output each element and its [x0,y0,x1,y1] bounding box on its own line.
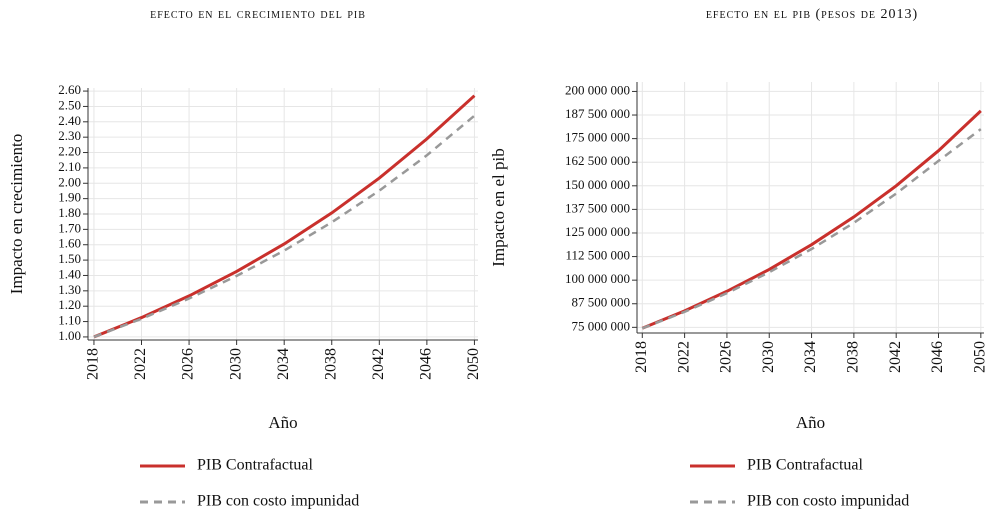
x-tick-label: 2038 [845,341,862,373]
y-tick-label: 1.60 [58,236,81,251]
y-tick-label: 2.50 [58,97,81,112]
x-tick-label: 2018 [85,348,102,380]
y-tick-label: 187 500 000 [565,106,630,121]
legend-label: PIB con costo impunidad [747,493,909,510]
y-tick-label: 175 000 000 [565,130,630,145]
y-tick-label: 2.00 [58,174,81,189]
x-tick-label: 2026 [718,341,735,373]
x-axis-label: Año [268,413,297,432]
y-tick-label: 1.00 [58,328,81,343]
chart-title: efecto en el pib (pesos de 2013) [706,7,918,22]
y-tick-label: 100 000 000 [565,271,630,286]
line-series [641,128,982,330]
y-tick-label: 150 000 000 [565,177,630,192]
y-tick-label: 125 000 000 [565,224,630,239]
y-tick-label: 1.20 [58,297,81,312]
x-tick-label: 2018 [633,341,650,373]
y-tick-label: 1.40 [58,266,81,281]
y-tick-label: 137 500 000 [565,200,630,215]
x-tick-label: 2042 [887,341,904,373]
x-tick-label: 2042 [370,348,387,380]
x-tick-label: 2022 [132,348,149,380]
x-tick-label: 2022 [675,341,692,373]
x-tick-label: 2050 [971,341,988,373]
x-tick-label: 2050 [465,348,482,380]
y-tick-label: 112 500 000 [565,248,630,263]
x-tick-label: 2038 [322,348,339,380]
y-tick-label: 162 500 000 [565,153,630,168]
legend-label: PIB Contrafactual [747,457,864,474]
x-tick-label: 2030 [760,341,777,373]
x-tick-label: 2046 [929,341,946,373]
y-tick-label: 1.80 [58,205,81,220]
y-tick-label: 2.60 [58,82,81,97]
x-tick-label: 2034 [275,348,292,380]
x-tick-label: 2046 [418,348,435,380]
chart-title: efecto en el crecimiento del pib [150,7,366,22]
legend-label: PIB Contrafactual [197,457,314,474]
y-tick-label: 1.90 [58,190,81,205]
legend-label: PIB con costo impunidad [197,493,359,510]
y-tick-label: 2.30 [58,128,81,143]
y-tick-label: 2.40 [58,113,81,128]
line-series [93,94,476,339]
y-tick-label: 2.20 [58,144,81,159]
x-tick-label: 2030 [227,348,244,380]
y-tick-label: 200 000 000 [565,82,630,97]
y-tick-label: 1.10 [58,313,81,328]
x-axis-label: Año [796,413,825,432]
y-tick-label: 1.50 [58,251,81,266]
y-tick-label: 1.30 [58,282,81,297]
y-tick-label: 75 000 000 [572,318,631,333]
x-tick-label: 2034 [802,341,819,373]
x-tick-label: 2026 [180,348,197,380]
y-tick-label: 2.10 [58,159,81,174]
y-axis-label: Impacto en crecimiento [7,134,26,294]
y-tick-label: 1.70 [58,220,81,235]
y-axis-label: Impacto en el pib [489,148,508,267]
y-tick-label: 87 500 000 [572,295,631,310]
